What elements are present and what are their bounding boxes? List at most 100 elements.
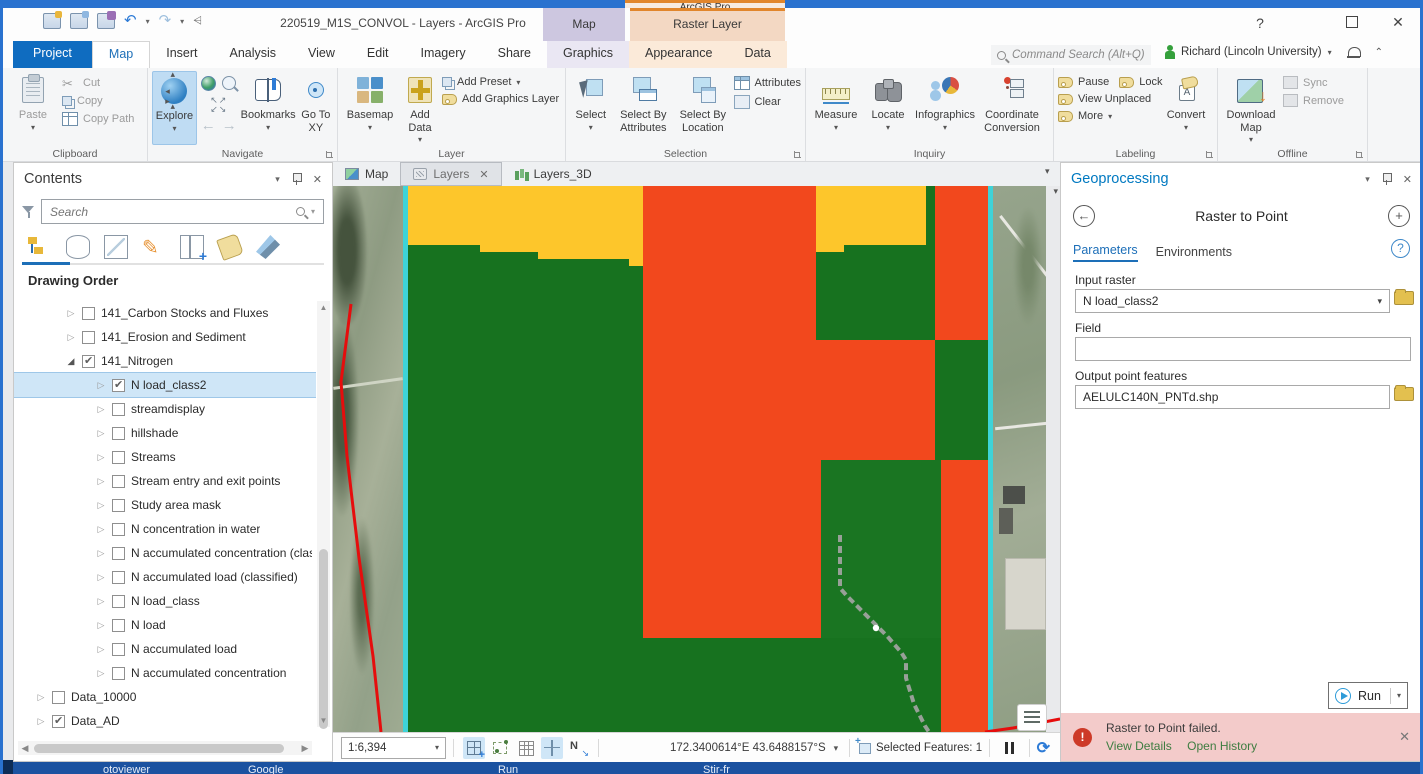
contents-search-input[interactable] — [50, 204, 290, 219]
remove-button[interactable]: Remove — [1283, 94, 1344, 107]
horizontal-scroll-thumb[interactable] — [34, 743, 284, 753]
more-labeling-button[interactable]: More ▾ — [1058, 110, 1158, 122]
save-project-icon[interactable] — [97, 11, 116, 29]
layer-row[interactable]: ▷ Data_10000 — [37, 690, 137, 704]
scroll-up-icon[interactable]: ▲ — [319, 303, 328, 312]
tab-imagery[interactable]: Imagery — [420, 46, 466, 60]
list-by-drawing-order-icon[interactable] — [28, 235, 52, 259]
select-by-attributes-button[interactable]: Select By Attributes — [615, 71, 672, 145]
error-close-icon[interactable]: ✕ — [1399, 729, 1410, 744]
contents-menu-caret[interactable]: ▾ — [275, 173, 280, 184]
coordinate-conversion-button[interactable]: Coordinate Conversion — [979, 71, 1045, 145]
output-browse-icon[interactable] — [1394, 385, 1414, 401]
copy-button[interactable]: Copy — [62, 95, 134, 107]
layer-row[interactable]: ▷ N accumulated load (classified) — [97, 570, 298, 584]
map-canvas[interactable] — [333, 186, 1060, 732]
taskbar-item[interactable]: Stir-fr — [703, 764, 730, 774]
add-to-model-button[interactable]: + — [1388, 205, 1410, 227]
output-point-features-value[interactable] — [1083, 390, 1382, 404]
customize-qat-icon[interactable]: ⩤ — [193, 14, 202, 27]
pause-drawing-icon[interactable] — [1005, 741, 1014, 754]
convert-labels-button[interactable]: Convert▾ — [1161, 71, 1211, 145]
select-by-location-button[interactable]: Select By Location — [675, 71, 730, 145]
view-tab-layers[interactable]: Layers ✕ — [400, 162, 502, 186]
layer-row[interactable]: ▷ N load — [97, 618, 166, 632]
cut-button[interactable]: ✂ Cut — [62, 76, 101, 91]
explore-button[interactable]: Explore▾ — [152, 69, 197, 145]
offline-launcher-icon[interactable] — [1356, 151, 1363, 158]
open-project-icon[interactable] — [70, 11, 89, 29]
taskbar-item[interactable]: otoviewer — [103, 764, 151, 774]
tab-share[interactable]: Share — [497, 46, 531, 60]
previous-extent-icon[interactable]: ← — [200, 117, 216, 134]
coordinates-caret[interactable]: ▾ — [833, 742, 839, 753]
maximize-button[interactable] — [1346, 15, 1358, 28]
clear-selection-button[interactable]: Clear — [733, 95, 801, 109]
pin-icon[interactable] — [292, 173, 302, 185]
collapse-ribbon-icon[interactable]: ⌃ — [1374, 46, 1384, 58]
attributes-button[interactable]: Attributes — [733, 76, 801, 90]
layer-row[interactable]: ▷ streamdisplay — [97, 402, 206, 416]
layer-row[interactable]: ◢141_Nitrogen — [14, 349, 316, 373]
input-raster-value[interactable] — [1083, 294, 1372, 308]
map-popup-button[interactable] — [1017, 704, 1047, 731]
tab-graphics[interactable]: Graphics — [546, 41, 630, 68]
locate-button[interactable]: Locate ▾ — [865, 71, 911, 145]
paste-button[interactable]: Paste ▾ — [7, 71, 59, 145]
tab-insert[interactable]: Insert — [166, 46, 198, 60]
tab-view[interactable]: View — [308, 46, 335, 60]
list-by-labeling-icon[interactable] — [216, 233, 244, 261]
new-project-icon[interactable] — [43, 11, 62, 29]
add-preset-button[interactable]: Add Preset ▾ — [442, 76, 559, 88]
tab-parameters[interactable]: Parameters — [1073, 243, 1138, 262]
layer-row[interactable]: ▷ Streams — [97, 450, 176, 464]
scroll-right-icon[interactable]: ▶ — [301, 742, 309, 753]
tool-help-icon[interactable]: ? — [1391, 239, 1410, 258]
back-button[interactable]: ← — [1073, 205, 1095, 227]
labeling-launcher-icon[interactable] — [1206, 151, 1213, 158]
contents-search-box[interactable]: ▾ — [41, 199, 324, 224]
view-details-link[interactable]: View Details — [1106, 739, 1172, 753]
view-tabs-caret[interactable]: ▾ — [1045, 166, 1050, 176]
navigate-launcher-icon[interactable] — [326, 151, 333, 158]
view-tab-layers-3d[interactable]: Layers_3D — [502, 162, 604, 186]
notifications-icon[interactable] — [1346, 46, 1361, 58]
run-options-caret[interactable]: ▾ — [1389, 687, 1401, 704]
view-tab-map[interactable]: Map — [333, 162, 400, 186]
help-button[interactable]: ? — [1256, 14, 1264, 31]
contents-close-icon[interactable]: ✕ — [312, 173, 322, 186]
copy-path-button[interactable]: Copy Path — [62, 112, 134, 126]
download-map-button[interactable]: Download Map▾ — [1222, 71, 1280, 145]
taskbar-item[interactable]: Run — [498, 764, 519, 774]
bookmarks-button[interactable]: Bookmarks ▾ — [241, 71, 296, 145]
scroll-down-icon[interactable]: ▼ — [319, 716, 328, 725]
redo-icon[interactable]: ↷ — [158, 12, 172, 29]
field-value[interactable] — [1083, 342, 1403, 356]
input-raster-browse-icon[interactable] — [1394, 289, 1414, 305]
account-menu[interactable]: Richard (Lincoln University) ▾ ⌃ — [1165, 45, 1383, 59]
pause-labeling-button[interactable]: Pause — [1058, 76, 1109, 88]
scroll-left-icon[interactable]: ◀ — [21, 742, 29, 753]
geoprocessing-pin-icon[interactable] — [1382, 173, 1392, 185]
command-search[interactable]: Command Search (Alt+Q) — [991, 45, 1151, 65]
edit-features-icon[interactable] — [489, 737, 511, 759]
infographics-button[interactable]: Infographics ▾ — [914, 71, 976, 145]
run-button[interactable]: Run ▾ — [1328, 682, 1408, 709]
contents-horizontal-scrollbar[interactable]: ◀ ▶ — [18, 741, 312, 755]
measure-button[interactable]: Measure ▾ — [810, 71, 862, 145]
input-raster-combobox[interactable]: ▾ — [1075, 289, 1390, 313]
layer-row[interactable]: ▷ N load_class — [97, 594, 200, 608]
open-history-link[interactable]: Open History — [1187, 739, 1258, 753]
contents-vertical-scrollbar[interactable]: ▲ ▼ — [317, 301, 330, 729]
contents-search-caret[interactable]: ▾ — [310, 207, 315, 216]
layer-row[interactable]: ▷ 141_Erosion and Sediment — [67, 330, 246, 344]
field-input[interactable] — [1075, 337, 1411, 361]
layer-row[interactable]: ▷ N accumulated concentration — [97, 666, 287, 680]
layer-row[interactable]: ▷N accumulated concentration (classifie — [97, 546, 312, 560]
layer-row[interactable]: ▷ Study area mask — [97, 498, 222, 512]
full-extent-icon[interactable] — [201, 76, 217, 91]
snapping-icon[interactable] — [541, 736, 563, 759]
geoprocessing-menu-caret[interactable]: ▾ — [1365, 173, 1370, 184]
tab-data[interactable]: Data — [728, 41, 787, 68]
zoom-to-selection-icon[interactable] — [222, 76, 237, 90]
